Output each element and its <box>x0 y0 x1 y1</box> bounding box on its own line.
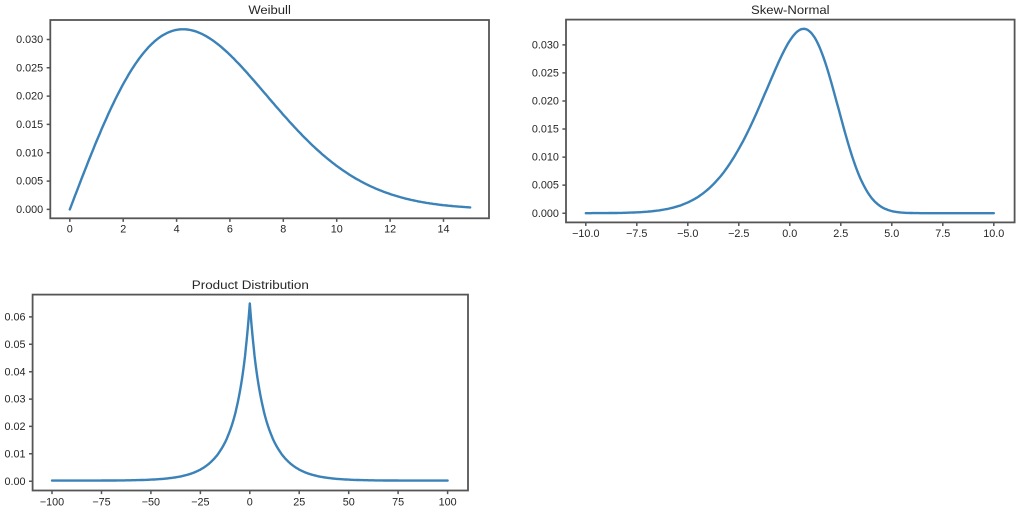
svg-text:Skew-Normal: Skew-Normal <box>751 3 830 17</box>
svg-text:0: 0 <box>67 224 73 236</box>
svg-text:0.06: 0.06 <box>4 312 25 324</box>
svg-text:75: 75 <box>392 496 404 508</box>
svg-text:0.030: 0.030 <box>532 40 559 52</box>
svg-text:0.00: 0.00 <box>4 476 25 488</box>
svg-text:50: 50 <box>343 496 355 508</box>
svg-text:−5.0: −5.0 <box>677 228 698 240</box>
svg-text:0.000: 0.000 <box>532 208 559 220</box>
svg-text:0: 0 <box>247 496 253 508</box>
svg-text:0.03: 0.03 <box>4 394 25 406</box>
svg-text:10: 10 <box>331 224 343 236</box>
svg-text:−10.0: −10.0 <box>572 228 599 240</box>
svg-text:0.010: 0.010 <box>532 152 559 164</box>
svg-text:−75: −75 <box>92 496 110 508</box>
svg-text:14: 14 <box>437 224 449 236</box>
svg-text:10.0: 10.0 <box>983 228 1004 240</box>
svg-text:0.04: 0.04 <box>4 366 25 378</box>
svg-text:0.025: 0.025 <box>532 68 559 80</box>
svg-text:0.025: 0.025 <box>16 62 43 74</box>
svg-text:12: 12 <box>384 224 396 236</box>
svg-text:8: 8 <box>280 224 286 236</box>
svg-text:−100: −100 <box>40 496 64 508</box>
svg-text:−25: −25 <box>191 496 209 508</box>
svg-text:4: 4 <box>174 224 180 236</box>
svg-text:0.005: 0.005 <box>532 180 559 192</box>
svg-text:Weibull: Weibull <box>248 3 291 17</box>
svg-text:−2.5: −2.5 <box>728 228 749 240</box>
svg-text:0.01: 0.01 <box>4 448 25 460</box>
svg-text:2.5: 2.5 <box>833 228 848 240</box>
svg-text:−7.5: −7.5 <box>626 228 647 240</box>
svg-text:Product Distribution: Product Distribution <box>192 278 309 292</box>
svg-text:6: 6 <box>227 224 233 236</box>
svg-text:0.020: 0.020 <box>532 96 559 108</box>
svg-text:100: 100 <box>439 496 457 508</box>
svg-text:0.05: 0.05 <box>4 339 25 351</box>
svg-text:0.0: 0.0 <box>782 228 797 240</box>
svg-text:0.030: 0.030 <box>16 34 43 46</box>
svg-text:0.02: 0.02 <box>4 421 25 433</box>
svg-text:0.005: 0.005 <box>16 176 43 188</box>
svg-text:5.0: 5.0 <box>884 228 899 240</box>
svg-text:2: 2 <box>120 224 126 236</box>
svg-text:25: 25 <box>293 496 305 508</box>
svg-text:0.000: 0.000 <box>16 204 43 216</box>
svg-text:0.015: 0.015 <box>16 119 43 131</box>
svg-text:0.020: 0.020 <box>16 91 43 103</box>
svg-text:−50: −50 <box>142 496 160 508</box>
svg-text:7.5: 7.5 <box>935 228 950 240</box>
svg-text:0.015: 0.015 <box>532 124 559 136</box>
svg-text:0.010: 0.010 <box>16 147 43 159</box>
